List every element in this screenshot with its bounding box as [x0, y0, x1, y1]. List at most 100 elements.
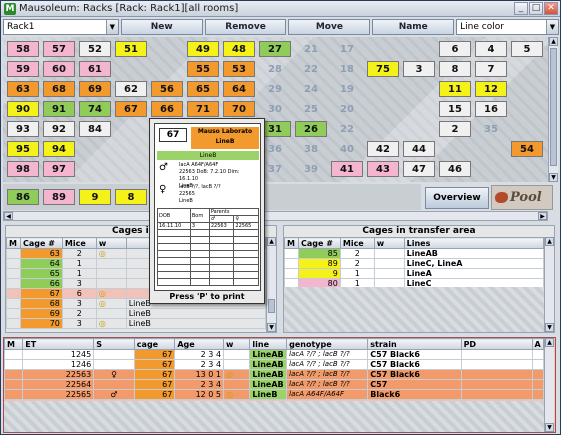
scroll-thumb[interactable] — [550, 48, 557, 166]
rack-select[interactable]: Rack1 ▼ — [3, 19, 119, 35]
column-header[interactable]: Age — [174, 338, 225, 350]
table-row[interactable]: 22565 ♂ 67 12 0 5 ◎ LineB lacA A64F/A64F Black6 — [3, 389, 545, 400]
scroll-down-icon[interactable]: ▼ — [267, 323, 276, 332]
mice-scrollbar[interactable]: ▲ ▼ — [544, 338, 554, 432]
strip-scrollbar[interactable]: ◀ ▶ — [3, 211, 548, 221]
cage-cell[interactable]: 52 — [79, 41, 111, 57]
cage-cell[interactable]: 27 — [259, 41, 291, 57]
column-header[interactable]: M — [3, 338, 24, 350]
rack-scrollbar[interactable]: ▲ ▼ — [548, 37, 558, 182]
cage-cell[interactable]: 97 — [43, 161, 75, 177]
cage-cell[interactable]: 94 — [43, 141, 75, 157]
scroll-up-icon[interactable]: ▲ — [545, 237, 554, 246]
cage-cell[interactable]: 68 — [43, 81, 75, 97]
cage-cell[interactable]: 57 — [43, 41, 75, 57]
column-header[interactable]: strain — [367, 338, 462, 350]
cage-cell[interactable]: 67 — [115, 101, 147, 117]
cage-cell[interactable]: 42 — [367, 141, 399, 157]
cage-cell[interactable]: 61 — [79, 61, 111, 77]
remove-button[interactable]: Remove — [204, 19, 287, 35]
cage-cell[interactable]: 43 — [367, 161, 399, 177]
cage-cell[interactable]: 48 — [223, 41, 255, 57]
cage-cell[interactable]: 11 — [439, 81, 471, 97]
cage-cell[interactable]: 63 — [7, 81, 39, 97]
scroll-down-icon[interactable]: ▼ — [545, 323, 554, 332]
column-header[interactable]: A — [531, 338, 545, 350]
cage-cell[interactable]: 74 — [79, 101, 111, 117]
cage-cell[interactable]: 75 — [367, 61, 399, 77]
column-header[interactable]: w — [223, 338, 251, 350]
scroll-up-icon[interactable]: ▲ — [545, 338, 554, 347]
scroll-right-icon[interactable]: ▶ — [538, 212, 547, 220]
cage-cell[interactable]: 19 — [340, 84, 354, 95]
cage-cell[interactable]: 25 — [304, 104, 318, 115]
column-header[interactable]: cage — [133, 338, 176, 350]
cage-cell[interactable]: 26 — [295, 121, 327, 137]
cage-cell[interactable]: 39 — [304, 164, 318, 175]
table-row[interactable]: 70 3 ◎ LineB — [6, 318, 267, 329]
column-header[interactable]: ET — [22, 338, 95, 350]
cage-cell[interactable]: 51 — [115, 41, 147, 57]
transfer-cage-cell[interactable]: 89 — [43, 189, 75, 205]
minimize-icon[interactable]: _ — [514, 2, 528, 15]
cage-cell[interactable]: 22 — [304, 64, 318, 75]
table-row[interactable]: 1245 67 2 3 4 LineAB lacA ?/? ; lacB ?/? C57 … — [3, 349, 545, 360]
transfer-cage-cell[interactable]: 9 — [79, 189, 111, 205]
column-header[interactable]: Lines — [403, 237, 545, 249]
column-header[interactable]: Cage # — [19, 237, 63, 249]
cage-cell[interactable]: 98 — [7, 161, 39, 177]
cage-cell[interactable]: 65 — [187, 81, 219, 97]
cage-cell[interactable]: 28 — [268, 64, 282, 75]
cage-cell[interactable]: 58 — [7, 41, 39, 57]
left-panel-scrollbar[interactable]: ▲ ▼ — [266, 237, 276, 332]
cage-cell[interactable]: 31 — [259, 121, 291, 137]
cage-cell[interactable]: 46 — [439, 161, 471, 177]
chevron-down-icon[interactable]: ▼ — [105, 20, 118, 34]
cage-cell[interactable]: 93 — [7, 121, 39, 137]
scroll-down-icon[interactable]: ▼ — [545, 423, 554, 432]
cage-cell[interactable]: 38 — [304, 144, 318, 155]
cage-cell[interactable]: 3 — [403, 61, 435, 77]
cage-cell[interactable]: 69 — [79, 81, 111, 97]
cage-cell[interactable]: 6 — [439, 41, 471, 57]
right-panel-scrollbar[interactable]: ▲ ▼ — [544, 237, 554, 332]
cage-cell[interactable]: 56 — [151, 81, 183, 97]
cage-cell[interactable]: 66 — [151, 101, 183, 117]
maximize-icon[interactable]: □ — [529, 2, 543, 15]
table-row[interactable]: 1246 67 2 3 4 LineAB lacA ?/? ; lacB ?/? C57 … — [3, 359, 545, 370]
cage-cell[interactable]: 95 — [7, 141, 39, 157]
cage-cell[interactable]: 64 — [223, 81, 255, 97]
cage-cell[interactable]: 92 — [43, 121, 75, 137]
cage-cell[interactable]: 54 — [511, 141, 543, 157]
table-row[interactable]: 22563 ♀ 67 13 0 1 ◎ LineAB lacA ?/? ; lacB ?/?… — [3, 369, 545, 380]
cage-cell[interactable]: 7 — [475, 61, 507, 77]
cage-cell[interactable]: 37 — [268, 164, 282, 175]
new-button[interactable]: New — [120, 19, 203, 35]
cage-cell[interactable]: 47 — [403, 161, 435, 177]
cage-cell[interactable]: 20 — [340, 104, 354, 115]
table-row[interactable]: 9 1 LineA — [284, 268, 545, 279]
cage-cell[interactable]: 18 — [340, 64, 354, 75]
column-header[interactable]: PD — [460, 338, 533, 350]
cage-cell[interactable]: 12 — [475, 81, 507, 97]
cage-cell[interactable]: 22 — [340, 124, 354, 135]
column-header[interactable]: Mice — [61, 237, 97, 249]
cage-cell[interactable]: 36 — [268, 144, 282, 155]
cage-cell[interactable]: 24 — [304, 84, 318, 95]
cage-cell[interactable]: 8 — [439, 61, 471, 77]
column-header[interactable]: Mice — [339, 237, 375, 249]
scroll-down-icon[interactable]: ▼ — [549, 173, 558, 182]
color-select[interactable]: Line color ▼ — [456, 19, 559, 35]
transfer-cage-cell[interactable]: 86 — [7, 189, 39, 205]
column-header[interactable]: w — [373, 237, 405, 249]
cage-cell[interactable]: 55 — [187, 61, 219, 77]
cage-cell[interactable]: 2 — [439, 121, 471, 137]
cage-cell[interactable]: 4 — [475, 41, 507, 57]
cage-cell[interactable]: 17 — [340, 44, 354, 55]
cage-cell[interactable]: 90 — [7, 101, 39, 117]
close-icon[interactable]: ✕ — [544, 2, 558, 15]
column-header[interactable]: Cage # — [297, 237, 341, 249]
transfer-cage-cell[interactable]: 8 — [115, 189, 147, 205]
column-header[interactable]: w — [95, 237, 127, 249]
pool-button[interactable]: Pool — [491, 185, 553, 210]
